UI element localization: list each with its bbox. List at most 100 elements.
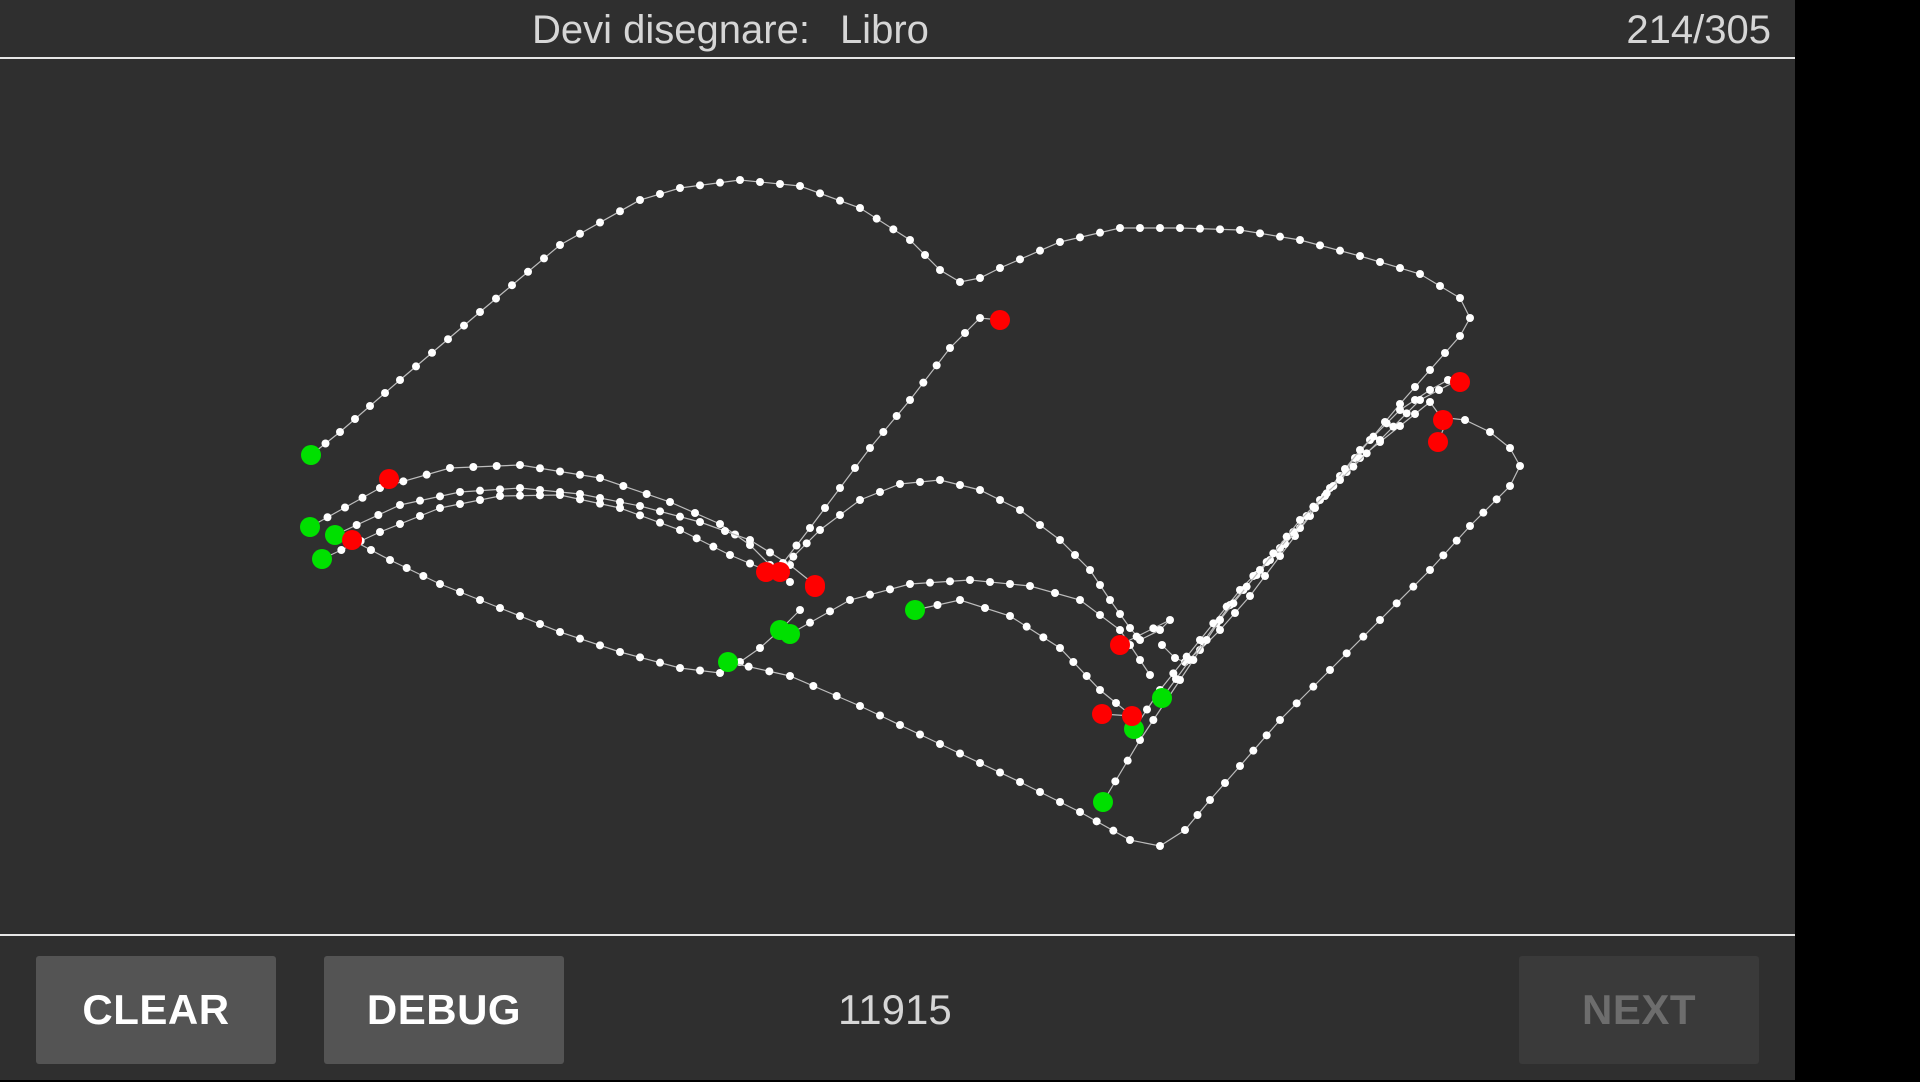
- stroke-line: [351, 539, 801, 674]
- stroke-point: [1126, 836, 1134, 844]
- stroke-point: [721, 527, 729, 535]
- stroke-end-marker: [1122, 706, 1142, 726]
- stroke-point: [381, 389, 389, 397]
- stroke-point: [956, 596, 964, 604]
- stroke-point: [1242, 582, 1251, 591]
- stroke-point: [996, 768, 1004, 777]
- stroke-point: [1096, 611, 1104, 619]
- stroke-point: [396, 501, 404, 509]
- stroke-point: [1356, 252, 1364, 260]
- stroke-point: [1229, 599, 1238, 608]
- stroke-point: [1156, 626, 1164, 634]
- stroke-point: [1096, 686, 1104, 694]
- stroke-point: [1362, 449, 1371, 458]
- progress-counter: 214/305: [1626, 8, 1771, 52]
- stroke-point: [1249, 572, 1258, 580]
- stroke-point: [1056, 644, 1064, 652]
- stroke-point: [1396, 400, 1404, 408]
- stroke-start-marker: [1093, 792, 1113, 812]
- stroke-point: [746, 536, 754, 544]
- stroke-point: [1169, 669, 1178, 678]
- drawing-canvas[interactable]: [0, 59, 1795, 934]
- stroke-point: [1282, 532, 1291, 541]
- stroke-point: [1376, 258, 1384, 266]
- stroke-point: [1359, 632, 1368, 641]
- stroke-point: [996, 264, 1004, 272]
- stroke-point: [516, 612, 524, 620]
- stroke-point: [1149, 624, 1158, 633]
- stroke-point: [576, 229, 584, 238]
- stroke-point: [1336, 246, 1344, 255]
- stroke-point: [1376, 436, 1384, 444]
- next-button[interactable]: NEXT: [1519, 956, 1759, 1064]
- score-value: 11915: [838, 986, 952, 1033]
- stroke-point: [766, 548, 774, 557]
- stroke-point: [536, 620, 544, 628]
- stroke-point: [576, 470, 584, 479]
- bottom-bar: CLEAR DEBUG 11915 NEXT: [0, 934, 1795, 1082]
- stroke-point: [1276, 552, 1284, 560]
- stroke-point: [776, 180, 784, 188]
- stroke-point: [1276, 544, 1284, 552]
- stroke-point: [1479, 508, 1488, 517]
- stroke-end-marker: [342, 530, 362, 550]
- stroke-point: [956, 749, 964, 758]
- debug-button[interactable]: DEBUG: [324, 956, 564, 1064]
- stroke-point: [1356, 446, 1364, 454]
- stroke-point: [936, 266, 944, 274]
- stroke-point: [1456, 332, 1464, 340]
- stroke-point: [1036, 246, 1044, 255]
- prompt-label: Devi disegnare:: [532, 8, 810, 52]
- stroke-point: [341, 503, 349, 512]
- stroke-point: [676, 526, 684, 534]
- stroke-point: [596, 218, 604, 227]
- stroke-point: [616, 498, 624, 506]
- stroke-point: [536, 491, 544, 500]
- stroke-point: [921, 251, 929, 259]
- stroke-point: [396, 376, 404, 384]
- stroke-end-marker: [379, 469, 399, 489]
- stroke-point: [1216, 616, 1224, 624]
- stroke-point: [422, 470, 431, 479]
- stroke-point: [1221, 779, 1229, 787]
- stroke-point: [746, 559, 754, 568]
- stroke-point: [367, 546, 375, 554]
- stroke-point: [636, 196, 644, 204]
- stroke-end-marker: [770, 562, 790, 582]
- stroke-point: [1382, 419, 1391, 428]
- stroke-point: [756, 644, 764, 652]
- stroke-point: [802, 539, 811, 548]
- stroke-point: [966, 576, 974, 584]
- stroke-point: [636, 511, 644, 520]
- stroke-point: [596, 641, 604, 650]
- stroke-point: [916, 730, 924, 739]
- stroke-point: [366, 402, 374, 410]
- stroke-point: [1416, 270, 1424, 278]
- clear-button[interactable]: CLEAR: [36, 956, 276, 1064]
- stroke-point: [976, 274, 984, 282]
- stroke-point: [1166, 616, 1174, 624]
- stroke-point: [736, 176, 744, 184]
- stroke-point: [976, 314, 984, 322]
- stroke-point: [1076, 808, 1084, 816]
- stroke-point: [1146, 671, 1154, 679]
- stroke-point: [906, 580, 914, 588]
- stroke-point: [1326, 666, 1334, 674]
- stroke-point: [1269, 549, 1278, 558]
- stroke-point: [933, 601, 942, 609]
- stroke-point: [1276, 232, 1284, 241]
- stroke-point: [1158, 641, 1166, 649]
- stroke-point: [716, 520, 724, 528]
- stroke-point: [1492, 495, 1501, 504]
- stroke-point: [456, 588, 464, 596]
- stroke-point: [476, 308, 484, 316]
- stroke-start-marker: [300, 517, 320, 537]
- stroke-point: [666, 498, 674, 506]
- stroke-point: [976, 486, 984, 494]
- stroke-point: [1262, 731, 1271, 740]
- sketch-svg[interactable]: [0, 59, 1795, 934]
- stroke-point: [796, 182, 804, 190]
- stroke-point: [809, 682, 818, 690]
- stroke-point: [1006, 580, 1014, 588]
- stroke-point: [1452, 536, 1461, 545]
